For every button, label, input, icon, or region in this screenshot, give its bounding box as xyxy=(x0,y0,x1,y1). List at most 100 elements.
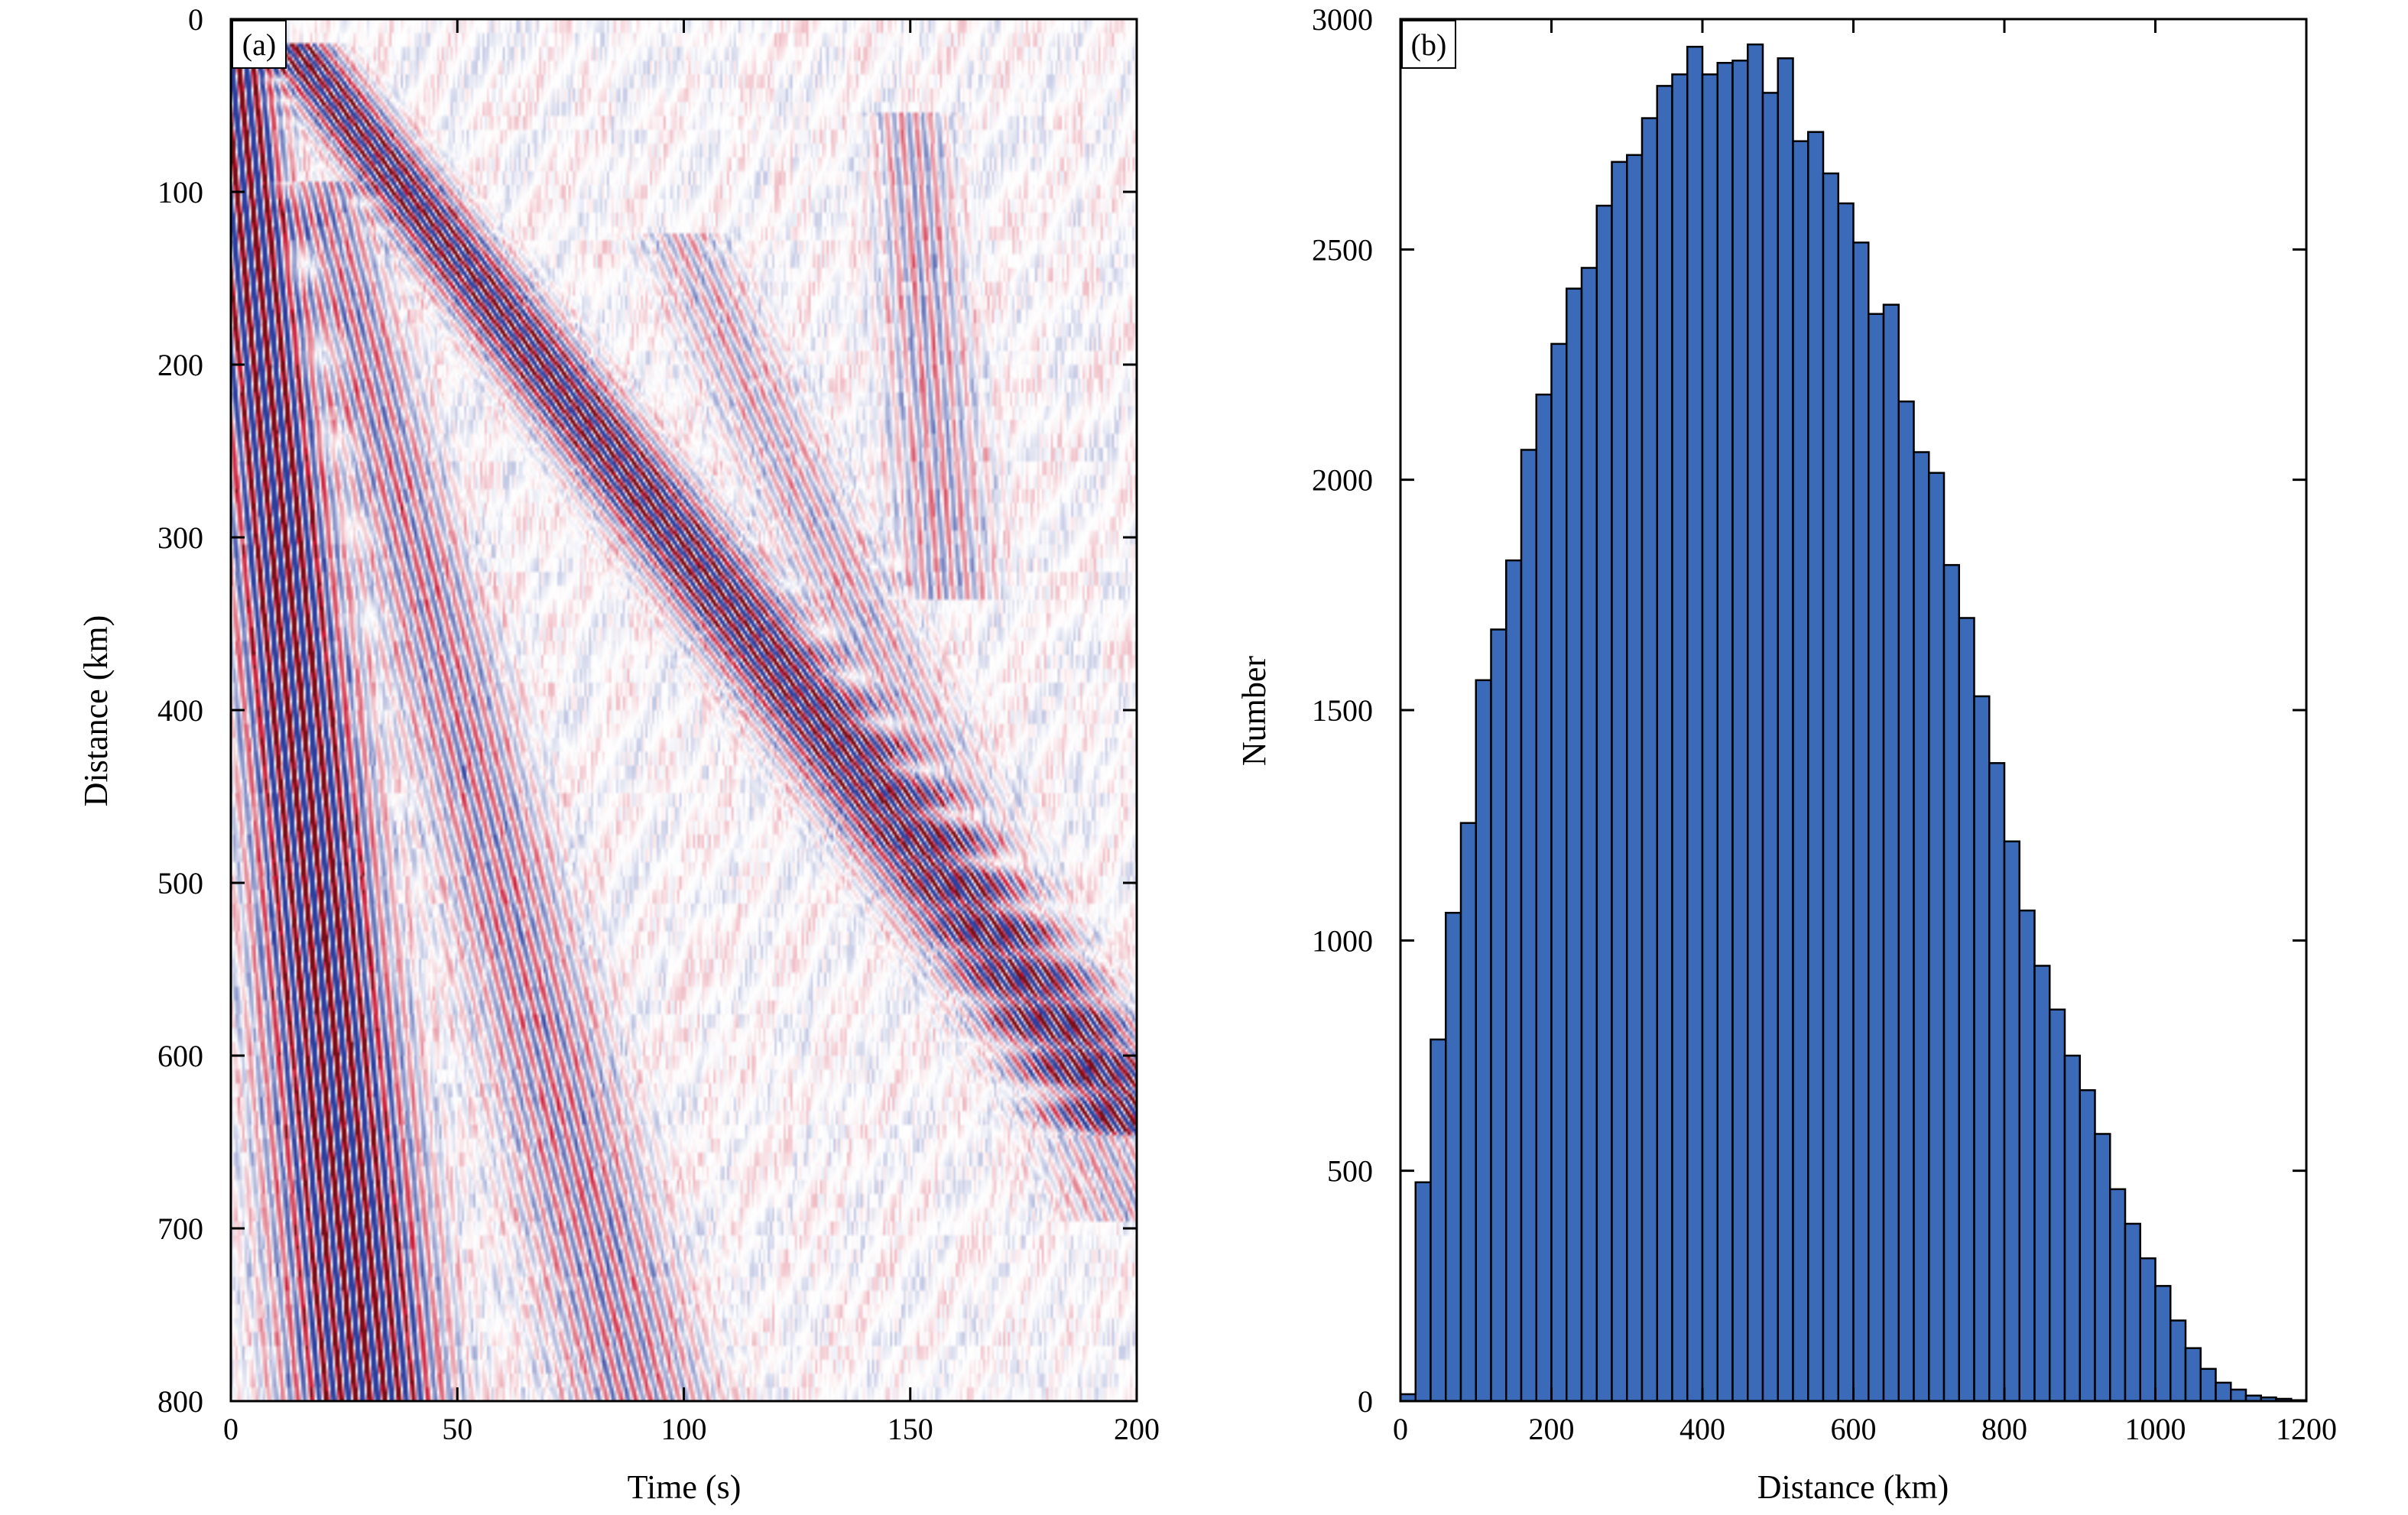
y-tick-label: 300 xyxy=(157,521,203,555)
histogram-bar xyxy=(1747,43,1764,1403)
y-tick-label: 1500 xyxy=(1312,693,1373,728)
histogram-bar xyxy=(1595,204,1613,1403)
x-tick-label: 100 xyxy=(661,1412,707,1446)
histogram-bar xyxy=(1807,131,1825,1403)
histogram-bar xyxy=(1611,161,1628,1403)
histogram-bar xyxy=(2199,1367,2217,1403)
x-tick-label: 1000 xyxy=(2125,1412,2186,1446)
x-tick-label: 200 xyxy=(1114,1412,1160,1446)
histogram-bar xyxy=(1792,140,1809,1403)
histogram-bar xyxy=(1535,393,1553,1403)
histogram-bar xyxy=(1566,287,1583,1403)
histogram-bar xyxy=(1520,449,1537,1403)
histogram-bar xyxy=(2215,1381,2232,1403)
y-tick-label: 0 xyxy=(188,2,203,37)
y-tick-label: 2000 xyxy=(1312,463,1373,498)
histogram-bar xyxy=(2003,840,2020,1403)
histogram-bar xyxy=(2033,965,2051,1403)
histogram-bar xyxy=(1958,617,1975,1403)
histogram-bar xyxy=(1973,695,1991,1403)
histogram-bar xyxy=(1686,45,1704,1403)
histogram-bar xyxy=(1430,1038,1447,1403)
histogram-bars xyxy=(1399,43,2308,1403)
histogram-bar xyxy=(1445,911,1462,1403)
x-tick-label: 0 xyxy=(1393,1412,1408,1446)
histogram-bar xyxy=(1868,313,1885,1403)
histogram-bar xyxy=(1490,628,1507,1403)
histogram-bar xyxy=(1626,154,1644,1403)
histogram-bar xyxy=(1837,202,1855,1403)
histogram-bar xyxy=(1701,73,1718,1403)
panel-a-tag-box xyxy=(232,20,287,69)
y-tick-label: 3000 xyxy=(1312,2,1373,37)
panel-a-tag: (a) xyxy=(242,28,276,62)
histogram-bar xyxy=(2154,1285,2172,1403)
histogram-bar xyxy=(2169,1319,2187,1403)
histogram-bar xyxy=(2184,1347,2202,1403)
y-tick-label: 1000 xyxy=(1312,923,1373,958)
panel-b-tag-box xyxy=(1401,20,1456,69)
histogram-bar xyxy=(1882,303,1900,1403)
histogram-bar xyxy=(1897,400,1915,1403)
histogram-bar xyxy=(1822,172,1839,1403)
histogram-bar xyxy=(1942,563,1960,1403)
x-tick-label: 50 xyxy=(442,1412,472,1446)
x-tick-label: 200 xyxy=(1529,1412,1575,1446)
histogram-bar xyxy=(2124,1222,2141,1403)
histogram-bar xyxy=(2079,1088,2096,1403)
histogram-bar xyxy=(1459,822,1477,1403)
histogram-bar xyxy=(2109,1188,2127,1403)
histogram-bar xyxy=(1475,679,1492,1403)
histogram-bar xyxy=(2063,1054,2081,1403)
histogram-bar xyxy=(1777,57,1794,1403)
histogram-bar xyxy=(1761,92,1779,1403)
x-tick-label: 600 xyxy=(1831,1412,1877,1446)
histogram-bar xyxy=(2139,1257,2156,1403)
y-tick-label: 200 xyxy=(157,348,203,382)
x-tick-label: 800 xyxy=(1981,1412,2027,1446)
histogram-bar xyxy=(1550,342,1568,1403)
histogram-bar xyxy=(1414,1181,1432,1403)
histogram-bar xyxy=(1988,762,2006,1403)
histogram-bar xyxy=(1656,85,1673,1403)
panel-b-tag: (b) xyxy=(1411,28,1447,62)
histogram-bar xyxy=(1716,62,1734,1403)
histogram-bar xyxy=(1928,472,1946,1403)
panel-b-x-axis-label: Distance (km) xyxy=(1757,1468,1949,1506)
histogram-bar xyxy=(2018,909,2036,1403)
histogram-bar xyxy=(1913,451,1930,1403)
y-tick-label: 500 xyxy=(157,866,203,900)
y-tick-label: 400 xyxy=(157,693,203,728)
panel-a-y-axis-label: Distance (km) xyxy=(77,615,115,806)
y-tick-label: 0 xyxy=(1358,1384,1373,1419)
y-tick-label: 700 xyxy=(157,1212,203,1246)
histogram-bar xyxy=(1731,59,1749,1403)
panel-a-tick-labels: 0 50 100 150 200 0 100 200 300 400 500 600 700 800 xyxy=(157,2,1160,1446)
heatmap-plot-area xyxy=(231,19,1137,1401)
panel-b-ticks xyxy=(1399,18,2308,1403)
x-tick-label: 150 xyxy=(888,1412,933,1446)
panel-a-ticks xyxy=(229,18,1138,1403)
y-tick-label: 800 xyxy=(157,1384,203,1419)
panel-a-x-axis-label: Time (s) xyxy=(628,1468,742,1506)
histogram-bar xyxy=(1580,267,1598,1403)
y-tick-label: 500 xyxy=(1327,1154,1373,1189)
heatmap-image xyxy=(231,19,1137,1401)
histogram-bar xyxy=(1505,559,1523,1403)
x-tick-label: 1200 xyxy=(2276,1412,2337,1446)
x-tick-label: 0 xyxy=(223,1412,239,1446)
histogram-bar xyxy=(1852,242,1870,1403)
histogram-bar xyxy=(2049,1008,2066,1403)
histogram-bar xyxy=(1671,73,1689,1403)
panel-b-tick-labels: 0 200 400 600 800 1000 1200 0 500 1000 1500 2000 250… xyxy=(1312,2,2337,1446)
histogram-bar xyxy=(2094,1133,2111,1403)
panel-a-seismogram: 0 50 100 150 200 0 100 200 300 400 500 600 700 800 (a… xyxy=(77,2,1160,1506)
panel-b-y-axis-label: Number xyxy=(1235,656,1273,767)
histogram-bar xyxy=(1640,117,1658,1403)
histogram-bar xyxy=(2230,1388,2247,1403)
y-tick-label: 2500 xyxy=(1312,232,1373,267)
x-tick-label: 400 xyxy=(1679,1412,1725,1446)
panel-b-histogram: 0 200 400 600 800 1000 1200 0 500 1000 1500 2000 250… xyxy=(1235,2,2337,1506)
y-tick-label: 100 xyxy=(157,175,203,209)
